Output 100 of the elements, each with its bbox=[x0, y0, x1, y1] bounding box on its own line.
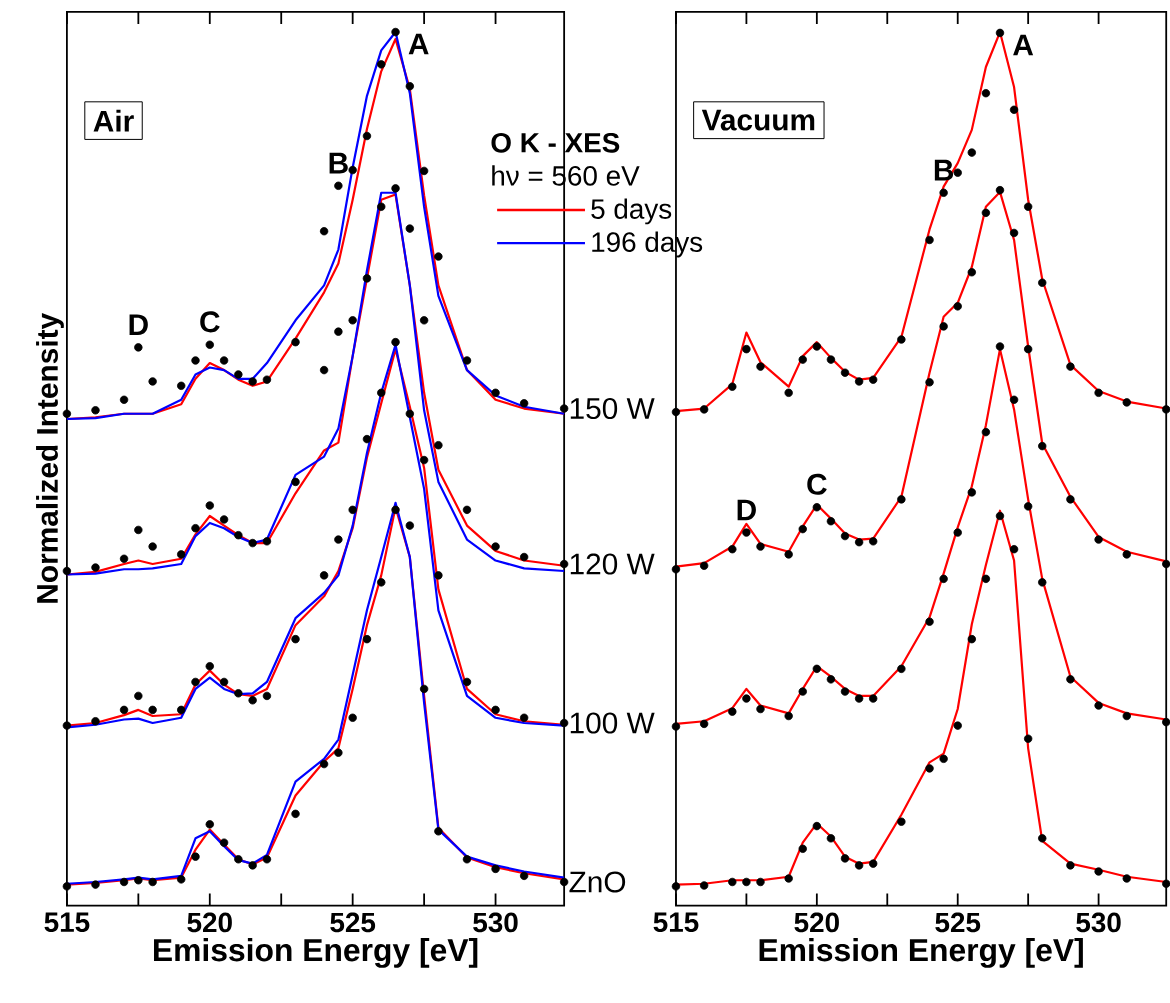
point bbox=[491, 705, 500, 714]
point bbox=[462, 677, 472, 686]
point bbox=[119, 877, 129, 886]
point bbox=[334, 535, 343, 544]
point bbox=[798, 844, 807, 853]
point bbox=[91, 405, 100, 415]
point bbox=[925, 764, 934, 773]
point bbox=[756, 542, 765, 551]
point bbox=[205, 661, 214, 671]
annotation: A bbox=[408, 33, 429, 55]
legend-title: O K - XES bbox=[491, 132, 620, 153]
series-label: 150 W bbox=[570, 397, 655, 419]
point bbox=[671, 881, 681, 891]
point bbox=[62, 881, 72, 891]
annotation: D bbox=[737, 499, 756, 520]
point bbox=[262, 375, 272, 384]
point bbox=[798, 355, 807, 364]
point bbox=[391, 505, 400, 514]
point bbox=[925, 617, 934, 626]
point bbox=[699, 405, 709, 414]
point bbox=[462, 505, 472, 514]
point bbox=[319, 759, 329, 769]
point bbox=[248, 695, 257, 705]
point bbox=[1023, 202, 1033, 211]
point bbox=[362, 434, 372, 444]
point bbox=[219, 356, 229, 365]
point bbox=[742, 694, 751, 703]
point bbox=[981, 427, 991, 437]
point bbox=[897, 335, 906, 344]
point bbox=[1009, 544, 1019, 554]
text: Air bbox=[93, 109, 134, 132]
point bbox=[434, 252, 443, 261]
point bbox=[334, 327, 343, 336]
point bbox=[391, 184, 400, 193]
point bbox=[177, 874, 186, 884]
point bbox=[234, 854, 243, 864]
point bbox=[1038, 278, 1047, 287]
point bbox=[995, 511, 1005, 520]
point bbox=[1038, 441, 1047, 451]
x-tick-label: 530 bbox=[473, 912, 518, 933]
point bbox=[134, 875, 143, 885]
point bbox=[967, 148, 976, 157]
point bbox=[897, 817, 906, 826]
point bbox=[967, 488, 976, 497]
point bbox=[981, 88, 991, 98]
point bbox=[148, 542, 157, 551]
point bbox=[1009, 228, 1019, 237]
point bbox=[869, 375, 878, 384]
point bbox=[491, 388, 500, 397]
point bbox=[559, 877, 569, 886]
point bbox=[491, 542, 500, 551]
point bbox=[405, 224, 415, 233]
point bbox=[248, 861, 257, 870]
x-axis-title: Emission Energy [eV] bbox=[154, 937, 478, 968]
point bbox=[995, 28, 1005, 37]
point bbox=[519, 713, 529, 722]
point bbox=[119, 705, 129, 714]
point bbox=[981, 574, 991, 583]
point bbox=[953, 721, 962, 730]
point bbox=[319, 226, 329, 236]
point bbox=[854, 694, 864, 703]
point bbox=[1122, 550, 1131, 559]
point bbox=[419, 166, 429, 175]
point bbox=[1094, 867, 1103, 876]
point bbox=[391, 337, 400, 347]
point bbox=[995, 342, 1005, 351]
point bbox=[699, 561, 709, 570]
text: Vacuum bbox=[701, 109, 815, 131]
point bbox=[434, 570, 443, 580]
point bbox=[826, 516, 836, 526]
point bbox=[62, 566, 72, 575]
point bbox=[671, 722, 681, 731]
point bbox=[742, 877, 751, 886]
point bbox=[219, 515, 229, 524]
point bbox=[362, 131, 372, 140]
point bbox=[191, 523, 200, 533]
point bbox=[826, 355, 836, 364]
point bbox=[559, 404, 569, 413]
point bbox=[191, 852, 200, 861]
point bbox=[784, 388, 793, 397]
point bbox=[405, 521, 415, 530]
x-tick-label: 530 bbox=[1076, 912, 1121, 933]
point bbox=[798, 687, 807, 696]
point bbox=[377, 202, 386, 211]
point bbox=[262, 854, 272, 864]
point bbox=[967, 267, 976, 277]
point bbox=[798, 524, 807, 534]
point bbox=[348, 505, 357, 514]
x-tick-label: 515 bbox=[44, 912, 90, 932]
point bbox=[671, 407, 681, 417]
point bbox=[219, 838, 229, 847]
point bbox=[391, 27, 400, 37]
point bbox=[177, 550, 186, 559]
point bbox=[742, 344, 751, 354]
point bbox=[742, 528, 751, 537]
y-axis-title: Normalized Intensity bbox=[36, 312, 64, 603]
point bbox=[1023, 734, 1033, 743]
point bbox=[205, 340, 214, 349]
point bbox=[826, 674, 836, 684]
point bbox=[248, 538, 257, 548]
